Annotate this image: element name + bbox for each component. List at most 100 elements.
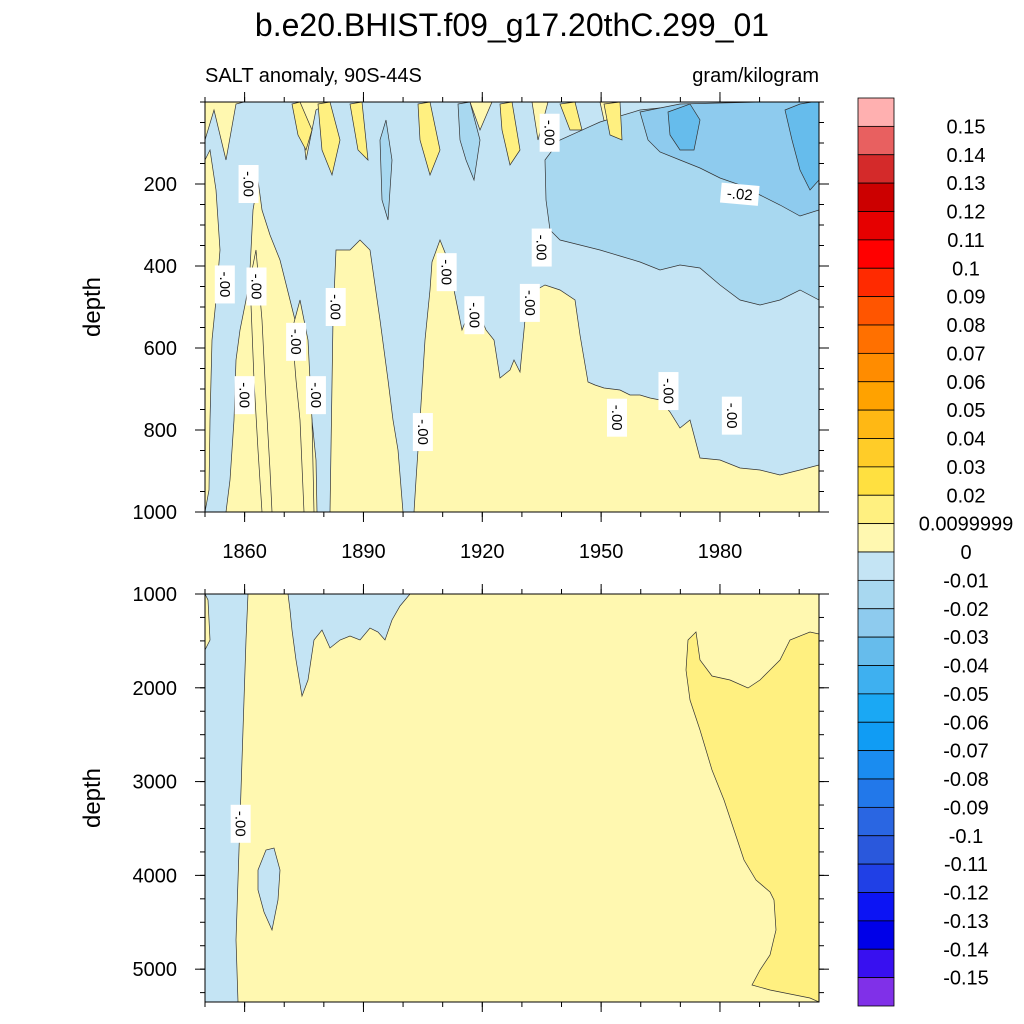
x-tick-label: 1950 bbox=[579, 541, 624, 563]
x-tick-label: 1920 bbox=[460, 541, 505, 563]
colorbar-swatch bbox=[857, 381, 895, 411]
lower-contour-neg-top bbox=[287, 594, 411, 698]
chart-subtitle-right: gram/kilogram bbox=[692, 65, 819, 87]
colorbar-swatch bbox=[857, 239, 895, 269]
contour-label-box bbox=[305, 376, 326, 415]
y-tick-label: 1000 bbox=[133, 584, 178, 606]
colorbar-label: -0.12 bbox=[943, 883, 989, 905]
colorbar-label: -0.13 bbox=[943, 911, 989, 933]
colorbar-label: -0.05 bbox=[943, 684, 989, 706]
upper-contour-neg-mid-2 bbox=[457, 102, 481, 182]
contour-label: -.02 bbox=[719, 182, 760, 206]
contour-label-text: -.00 bbox=[438, 259, 455, 285]
contour-label-box bbox=[238, 165, 259, 203]
chart-subtitle-left: SALT anomaly, 90S-44S bbox=[205, 65, 422, 87]
y-tick-label: 2000 bbox=[133, 678, 178, 700]
contour-label: -.00 bbox=[436, 253, 457, 292]
x-tick-label: 1860 bbox=[222, 541, 267, 563]
contour-label-text: -.00 bbox=[240, 171, 257, 197]
contour-label-text: -.00 bbox=[608, 405, 625, 431]
colorbar-swatch bbox=[857, 154, 895, 184]
contour-label: -.00 bbox=[214, 265, 235, 304]
contour-label: -.00 bbox=[230, 804, 251, 843]
colorbar-label: 0.14 bbox=[947, 145, 986, 167]
contour-label-text: -.00 bbox=[521, 290, 538, 316]
contour-label: -.00 bbox=[721, 396, 742, 435]
contour-label-box bbox=[230, 804, 251, 843]
contour-label: -.00 bbox=[325, 288, 346, 326]
colorbar-swatch bbox=[857, 97, 895, 127]
contour-label-box bbox=[325, 288, 346, 326]
lower-ticks: 1000 2000 3000 4000 5000 bbox=[133, 584, 829, 1012]
lower-contour-neg-blob bbox=[257, 847, 281, 932]
lower-contour-neg-left bbox=[205, 594, 249, 1002]
contour-label-box bbox=[214, 265, 235, 304]
contour-label: -.00 bbox=[412, 413, 433, 452]
contour-label-text: -.00 bbox=[327, 294, 344, 320]
contour-label-box bbox=[412, 413, 433, 452]
colorbar-swatch bbox=[857, 835, 895, 865]
upper-ticks: 200 400 600 800 1000 1860 1890 1920 1950 1980 bbox=[133, 92, 829, 563]
colorbar-swatch bbox=[857, 579, 895, 610]
colorbar-swatch bbox=[857, 267, 895, 298]
contour-label: -.00 bbox=[305, 376, 326, 415]
colorbar-label: 0.11 bbox=[947, 230, 984, 252]
colorbar: 0.15 0.14 0.13 0.12 0.11 0.1 0.09 0.08 0.07 0.06 0… bbox=[857, 97, 1013, 1007]
upper-contour-pos-left bbox=[205, 148, 221, 512]
colorbar-swatch bbox=[857, 665, 895, 695]
upper-panel: 200 400 600 800 1000 1860 1890 1920 1950 1980 -.0… bbox=[79, 92, 829, 563]
y-tick-label: 800 bbox=[144, 420, 177, 442]
colorbar-label: -0.01 bbox=[943, 570, 989, 592]
contour-label-box bbox=[436, 253, 457, 292]
contour-label-box bbox=[658, 372, 679, 411]
colorbar-label: -0.06 bbox=[943, 712, 989, 734]
colorbar-swatch bbox=[857, 750, 895, 780]
contour-label-box bbox=[719, 182, 760, 206]
upper-contour-pos-surface bbox=[291, 102, 623, 177]
colorbar-swatch bbox=[857, 721, 895, 752]
colorbar-swatch bbox=[857, 324, 895, 354]
contour-label-box bbox=[464, 296, 485, 335]
upper-contour-labels: -.00 -.00 -.00 -.00 -.00 -.00 -.00 -.00 -.00 -.00… bbox=[214, 113, 760, 452]
lower-ylabel: depth bbox=[79, 768, 106, 828]
colorbar-swatch bbox=[857, 778, 895, 808]
upper-contour-neg-mid-3 bbox=[379, 119, 393, 221]
y-tick-label: 5000 bbox=[133, 959, 178, 981]
colorbar-label: 0.08 bbox=[947, 315, 986, 337]
colorbar-swatch bbox=[857, 892, 895, 922]
colorbar-swatch bbox=[857, 296, 895, 326]
colorbar-label: 0 bbox=[960, 542, 971, 564]
lower-contour-pos-right bbox=[685, 631, 819, 1002]
upper-ylabel: depth bbox=[79, 277, 106, 337]
colorbar-label: -0.09 bbox=[943, 797, 989, 819]
colorbar-label: 0.07 bbox=[947, 343, 986, 365]
colorbar-label: -0.11 bbox=[944, 854, 988, 876]
colorbar-label: -0.07 bbox=[943, 741, 989, 763]
colorbar-swatch bbox=[857, 806, 895, 837]
x-tick-label: 1890 bbox=[341, 541, 386, 563]
contour-label-text: -.02 bbox=[726, 185, 753, 204]
contour-label-text: -.00 bbox=[236, 382, 253, 408]
contour-label-box bbox=[531, 228, 552, 267]
contour-label-text: -.00 bbox=[414, 419, 431, 445]
colorbar-label: 0.03 bbox=[947, 457, 986, 479]
colorbar-label: -0.14 bbox=[943, 939, 989, 961]
contour-label: -.00 bbox=[658, 372, 679, 411]
colorbar-label: 0.13 bbox=[947, 173, 986, 195]
colorbar-label: -0.08 bbox=[943, 769, 989, 791]
contour-label-text: -.00 bbox=[533, 235, 550, 261]
contour-label: -.00 bbox=[606, 398, 627, 437]
lower-panel: 1000 2000 3000 4000 5000 -.00 depth bbox=[79, 584, 829, 1012]
y-tick-label: 1000 bbox=[133, 502, 178, 524]
contour-label-box bbox=[606, 398, 627, 437]
colorbar-label: 0.02 bbox=[947, 485, 986, 507]
x-tick-label: 1980 bbox=[698, 541, 743, 563]
contour-label-box bbox=[286, 322, 307, 361]
colorbar-label: -0.04 bbox=[943, 656, 989, 678]
contour-label: -.00 bbox=[246, 267, 267, 306]
contour-label-text: -.00 bbox=[723, 403, 740, 429]
y-tick-label: 200 bbox=[144, 174, 177, 196]
contour-label-box bbox=[519, 283, 540, 322]
contour-label: -.00 bbox=[531, 228, 552, 267]
contour-label-text: -.00 bbox=[287, 329, 304, 355]
